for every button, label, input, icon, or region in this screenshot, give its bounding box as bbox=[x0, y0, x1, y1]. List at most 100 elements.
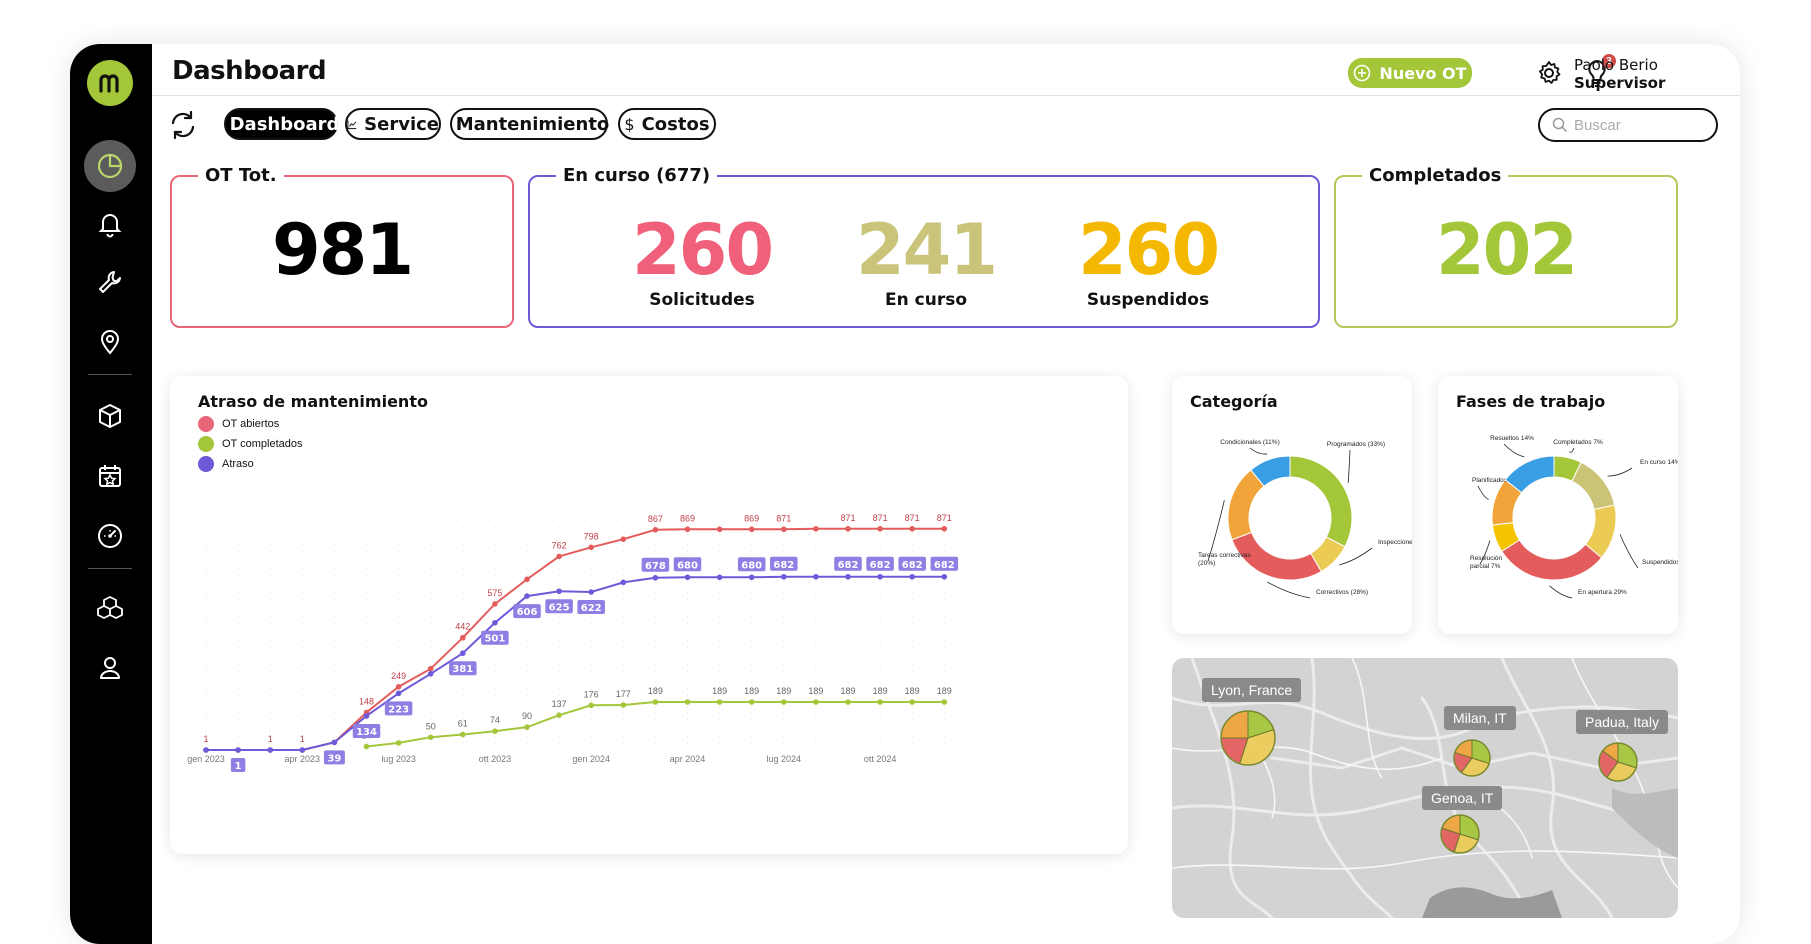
settings-button[interactable] bbox=[1534, 58, 1564, 88]
data-point bbox=[684, 574, 691, 581]
data-label: 177 bbox=[616, 689, 631, 699]
sidebar-item-maintenance[interactable] bbox=[84, 256, 136, 308]
data-label: 680 bbox=[741, 560, 762, 571]
kpi-ongoing-label: En curso bbox=[885, 290, 967, 310]
series-line bbox=[206, 527, 945, 751]
data-point bbox=[877, 573, 883, 580]
tab-service[interactable]: Service bbox=[345, 108, 441, 140]
data-label: 762 bbox=[552, 540, 567, 550]
map-label-padua: Padua, Italy bbox=[1576, 710, 1668, 734]
sidebar-item-users[interactable] bbox=[84, 642, 136, 694]
data-label: 176 bbox=[584, 689, 599, 699]
data-point bbox=[363, 743, 370, 750]
search-input[interactable] bbox=[1574, 116, 1704, 134]
data-label: 871 bbox=[937, 513, 952, 523]
donut-slice bbox=[1227, 469, 1265, 541]
legend-item-backlog: Atraso bbox=[198, 456, 254, 472]
box-icon bbox=[99, 404, 121, 428]
data-point bbox=[331, 739, 338, 746]
leader-line bbox=[1549, 585, 1573, 599]
data-label-box bbox=[352, 723, 381, 738]
data-point bbox=[203, 747, 209, 753]
data-point bbox=[620, 579, 627, 586]
user-name: Paolo Berio bbox=[1574, 56, 1658, 74]
data-point bbox=[941, 525, 948, 532]
data-label: 189 bbox=[937, 686, 952, 696]
refresh-icon bbox=[171, 110, 195, 140]
kpi-in-progress-card: En curso (677) 260 Solicitudes 241 En cu… bbox=[528, 165, 1320, 328]
backlog-line-chart: gen 2023 apr 2023 lug 2023 ott 2023 gen 2024… bbox=[187, 513, 959, 772]
data-point bbox=[235, 747, 241, 753]
refresh-button[interactable] bbox=[166, 108, 200, 142]
data-point bbox=[909, 573, 915, 580]
data-point bbox=[845, 699, 851, 705]
data-label: 871 bbox=[840, 513, 855, 523]
tab-maintenance[interactable]: Mantenimiento bbox=[450, 108, 609, 140]
slice-label: Resueltos 14% bbox=[1490, 435, 1534, 442]
sidebar-item-notifications[interactable] bbox=[84, 198, 136, 250]
data-label-box bbox=[481, 630, 509, 645]
data-point bbox=[877, 699, 883, 705]
x-tick-label: gen 2024 bbox=[572, 754, 610, 764]
kpi-ongoing-value: 241 bbox=[855, 209, 998, 291]
data-point bbox=[524, 576, 530, 583]
data-point bbox=[652, 526, 659, 533]
sidebar-divider bbox=[88, 374, 132, 375]
kpi-completed-value: 202 bbox=[1435, 209, 1578, 291]
gauge-icon bbox=[98, 524, 122, 548]
bell-icon bbox=[98, 214, 122, 238]
data-label-box bbox=[930, 556, 959, 571]
sidebar-item-performance[interactable] bbox=[84, 510, 136, 562]
data-label: 501 bbox=[484, 634, 505, 645]
data-point bbox=[299, 747, 306, 753]
tab-dashboard[interactable]: Dashboard bbox=[224, 108, 339, 140]
data-point bbox=[652, 574, 659, 581]
slice-label: Correctivos (28%) bbox=[1316, 589, 1368, 596]
tips-button[interactable]: 3 bbox=[1580, 54, 1616, 90]
leader-line bbox=[1477, 485, 1489, 500]
phases-chart-title: Fases de trabajo bbox=[1456, 392, 1606, 411]
page-title: Dashboard bbox=[172, 56, 327, 86]
sidebar-item-calendar[interactable] bbox=[84, 450, 136, 502]
kpi-total-card: OT Tot. 981 bbox=[170, 165, 514, 328]
x-tick-label: ott 2024 bbox=[864, 754, 897, 764]
wrench-icon bbox=[99, 271, 121, 293]
legend-label: OT completados bbox=[222, 438, 303, 450]
slice-label-line: parcial 7% bbox=[1470, 563, 1501, 570]
data-label-box bbox=[770, 556, 798, 571]
kpi-in-progress-label: En curso (677) bbox=[556, 165, 718, 186]
data-point bbox=[781, 573, 787, 580]
data-point bbox=[748, 574, 755, 581]
gear-icon bbox=[1538, 61, 1561, 84]
series-line bbox=[206, 575, 945, 751]
data-label: 189 bbox=[808, 686, 823, 696]
data-point bbox=[524, 724, 530, 730]
legend-swatch bbox=[198, 456, 214, 472]
data-label: 1 bbox=[300, 734, 305, 744]
sidebar-item-assets[interactable] bbox=[84, 582, 136, 634]
tab-costs[interactable]: $ Costos bbox=[618, 108, 716, 140]
kpi-requests-value: 260 bbox=[631, 209, 774, 291]
sidebar-item-inventory[interactable] bbox=[84, 390, 136, 442]
data-point bbox=[813, 525, 819, 532]
data-point bbox=[524, 593, 530, 599]
data-point bbox=[620, 702, 627, 708]
data-label-box bbox=[737, 557, 766, 572]
leader-line bbox=[1569, 447, 1575, 453]
sidebar-item-dashboard[interactable] bbox=[84, 140, 136, 192]
top-bar: Dashboard Nuevo OT 3 Paolo Berio Supervi… bbox=[152, 44, 1740, 96]
data-point bbox=[781, 699, 787, 705]
legend-label: OT abiertos bbox=[222, 418, 280, 430]
backlog-chart-card: Atraso de mantenimiento OT abiertos OT c… bbox=[170, 376, 1128, 854]
m-logo-icon[interactable] bbox=[87, 60, 133, 106]
data-point bbox=[427, 665, 434, 672]
search-box[interactable] bbox=[1538, 108, 1718, 142]
data-label: 61 bbox=[458, 719, 468, 729]
new-ot-button[interactable]: Nuevo OT bbox=[1348, 58, 1472, 88]
legend-label: Atraso bbox=[222, 458, 254, 470]
locations-map[interactable]: Lyon, France Milan, IT Padua, Italy Geno… bbox=[1172, 658, 1678, 918]
data-label: 1 bbox=[203, 734, 208, 744]
data-point bbox=[781, 526, 787, 533]
sidebar-item-locations[interactable] bbox=[84, 316, 136, 368]
data-point bbox=[556, 588, 562, 595]
